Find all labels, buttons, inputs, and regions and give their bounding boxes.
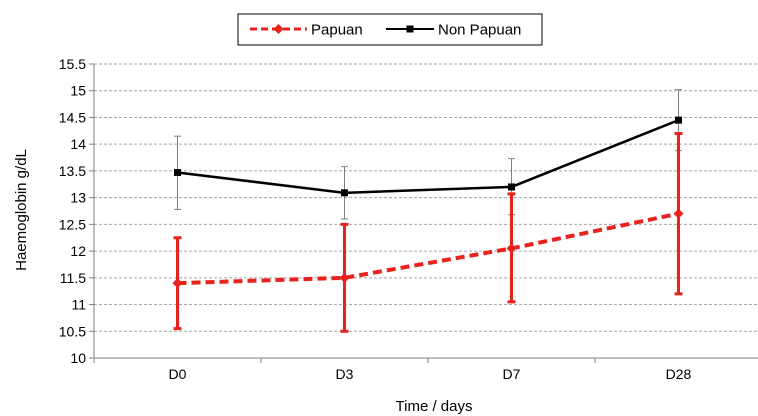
y-tick-labels: 10 10.5 11 11.5 12 12.5 13 13.5 14 14.5 15 15.5 [59,56,86,366]
y-tick-label: 11.5 [60,270,86,286]
y-tick-label: 12.5 [59,216,86,232]
legend-nonpapuan-marker [406,25,414,33]
data-point [339,272,350,283]
y-tick-label: 15 [70,83,86,99]
data-point [341,189,348,197]
data-point [673,208,684,219]
y-tick-label: 11 [71,297,86,313]
y-tick-label: 13 [70,190,86,206]
data-point [174,169,181,177]
x-tick-label: D7 [503,366,521,382]
y-tick-label: 10 [70,350,86,366]
x-tick-labels: D0 D3 D7 D28 [169,366,692,382]
data-point [508,183,515,191]
legend: Papuan Non Papuan [237,13,543,46]
x-tick-label: D28 [666,366,692,382]
axes [89,63,758,363]
legend-papuan-label: Papuan [311,22,363,39]
gridlines [94,63,758,332]
y-tick-label: 13.5 [59,163,86,179]
series-line [177,118,679,195]
x-axis-title: Time / days [396,398,473,415]
x-tick-label: D3 [336,366,354,382]
y-tick-label: 15.5 [59,56,86,72]
legend-nonpapuan-label: Non Papuan [438,22,521,39]
y-tick-label: 14 [70,136,86,152]
y-tick-label: 14.5 [59,109,86,125]
y-tick-label: 10.5 [59,323,86,339]
series-layer [172,89,684,333]
y-axis-title: Haemoglobin g/dL [13,149,30,271]
series-papuan [172,131,684,333]
series-non-papuan [174,89,682,220]
legend-papuan-marker [273,24,284,34]
data-point [675,116,682,124]
x-tick-label: D0 [169,366,187,382]
series-line [177,211,679,286]
data-point [506,243,517,254]
data-point [172,278,183,289]
y-tick-label: 12 [70,243,86,259]
